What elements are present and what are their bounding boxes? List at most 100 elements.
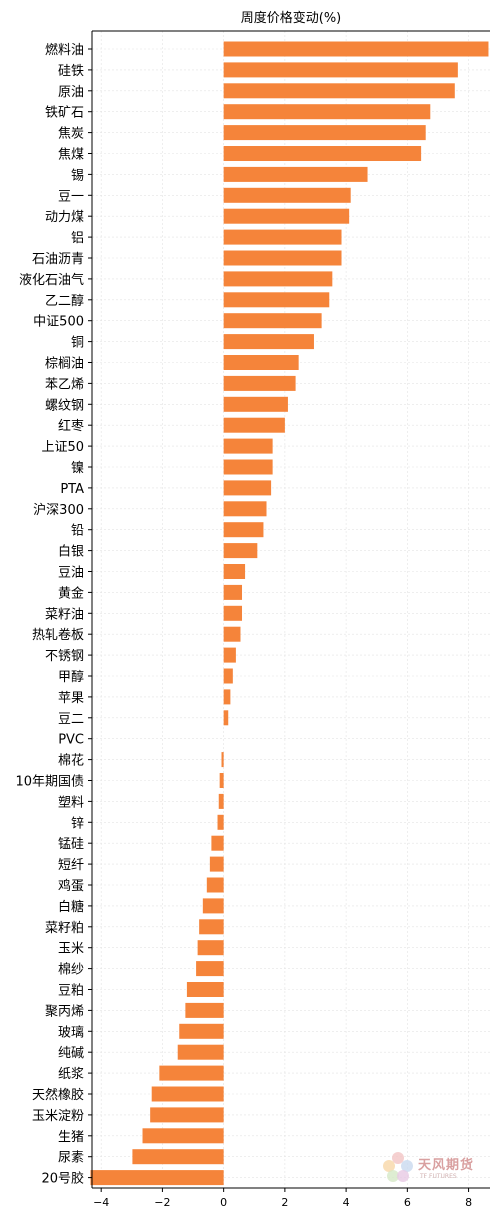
category-label: 10年期国债	[15, 775, 84, 790]
bar	[211, 835, 224, 851]
category-label: 不锈钢	[45, 649, 84, 664]
bar	[223, 480, 272, 496]
category-label: 石油沥青	[32, 252, 84, 267]
category-label: 白糖	[58, 899, 84, 915]
bar	[186, 982, 224, 997]
category-label: 焦煤	[58, 148, 84, 163]
category-label: 热轧卷板	[32, 627, 84, 643]
category-label: 菜籽油	[45, 607, 84, 622]
bar	[223, 187, 351, 203]
x-tick-label: 2	[281, 1196, 288, 1209]
bar	[223, 375, 296, 391]
category-label: 镍	[71, 461, 84, 476]
bar	[223, 396, 288, 412]
bar	[223, 668, 233, 684]
bar	[218, 793, 224, 809]
bar	[219, 773, 224, 788]
bar	[223, 689, 231, 705]
category-label: 天然橡胶	[32, 1087, 84, 1103]
bar	[199, 919, 224, 935]
category-label: 燃料油	[45, 42, 84, 58]
bars	[90, 41, 489, 1186]
category-label: 纯碱	[58, 1046, 84, 1061]
bar	[185, 1002, 224, 1018]
category-label: 豆一	[58, 189, 84, 204]
category-label: 红枣	[58, 418, 84, 434]
bar	[142, 1128, 224, 1144]
watermark-logo: 天风期货 TF FUTURES	[380, 1146, 490, 1190]
x-tick-label: 0	[220, 1196, 227, 1209]
category-label: 中证500	[33, 315, 84, 330]
bar	[132, 1149, 224, 1165]
watermark-name-en: TF FUTURES	[420, 1173, 457, 1180]
bar	[223, 125, 426, 141]
x-tick-label: 8	[465, 1196, 472, 1209]
bar	[177, 1044, 224, 1060]
bar	[197, 940, 224, 956]
bar	[223, 41, 489, 57]
category-label: 棕榈油	[45, 357, 84, 372]
category-label: 螺纹钢	[45, 398, 84, 413]
bar	[90, 1170, 224, 1186]
bar	[223, 605, 243, 621]
category-label: 玉米	[58, 942, 84, 957]
category-label: 甲醇	[58, 669, 84, 685]
flower-logo-icon	[383, 1152, 413, 1182]
bar	[209, 856, 224, 872]
category-label: 铝	[71, 231, 84, 246]
category-label: 苯乙烯	[45, 377, 84, 392]
category-label: 动力煤	[45, 210, 84, 225]
bar	[223, 62, 458, 78]
category-label: 铅	[71, 524, 84, 539]
category-label: 硅铁	[58, 64, 84, 79]
category-label: 20号胶	[41, 1171, 84, 1187]
bar	[217, 814, 224, 830]
bar	[223, 438, 273, 454]
bar	[223, 83, 455, 99]
bar	[223, 292, 330, 308]
bar	[223, 417, 285, 433]
bar	[223, 564, 246, 579]
category-label: 铁矿石	[45, 106, 84, 121]
bar	[223, 647, 236, 663]
x-tick-label: 4	[343, 1196, 350, 1209]
bar	[223, 313, 322, 329]
category-label: 豆二	[58, 712, 84, 727]
category-label: 乙二醇	[45, 293, 84, 309]
category-label: 豆油	[58, 566, 84, 581]
category-label: 锌	[71, 816, 84, 831]
bar	[179, 1023, 224, 1039]
grid-lines	[92, 31, 490, 1188]
category-label: PVC	[58, 733, 84, 748]
bar	[202, 898, 224, 914]
bar	[206, 877, 224, 893]
bar	[223, 584, 243, 600]
category-label: 白银	[58, 544, 84, 560]
category-label: 生猪	[58, 1130, 84, 1145]
category-label: 尿素	[58, 1151, 84, 1166]
bar	[223, 501, 267, 517]
x-tick-label: −4	[93, 1196, 109, 1209]
bar	[223, 229, 342, 245]
bar	[223, 166, 368, 182]
category-label: 原油	[58, 85, 84, 100]
x-tick-label: −2	[154, 1196, 170, 1209]
category-label: 锡	[71, 168, 84, 183]
category-label: 苹果	[58, 691, 84, 706]
chart-title: 周度价格变动(%)	[241, 10, 342, 26]
x-axis-ticks: −4 −2 0 2 4 6 8	[88, 48, 472, 1209]
category-label: 塑料	[58, 795, 84, 810]
category-label: 聚丙烯	[45, 1004, 84, 1019]
bar	[223, 543, 258, 559]
bar	[221, 752, 224, 768]
bar	[150, 1107, 224, 1123]
category-label: 沪深300	[33, 502, 84, 518]
category-label: 短纤	[58, 858, 84, 873]
category-label: 菜籽粕	[45, 921, 84, 936]
category-label: 焦炭	[58, 127, 84, 142]
category-label: 上证50	[41, 440, 84, 455]
bar	[223, 710, 229, 726]
category-label: PTA	[60, 482, 84, 497]
